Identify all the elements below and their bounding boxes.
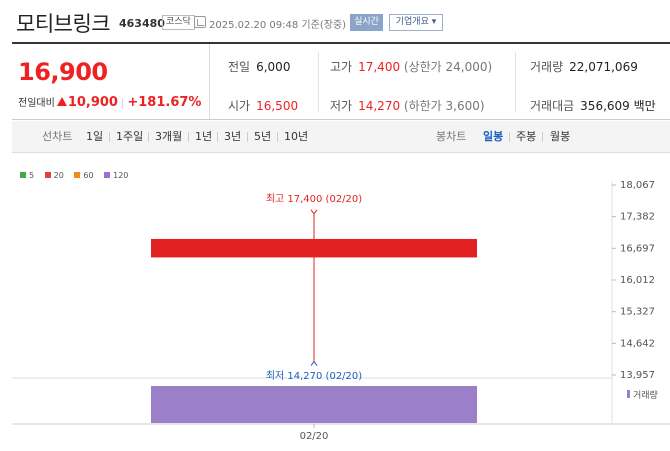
price-change: 전일대비 10,900 | +181.67% [18,95,202,110]
volume-legend-swatch [627,390,630,398]
y-tick-label: 16,697 [620,243,655,254]
stock-header: 모티브링크 463480 코스닥 2025.02.20 09:48 기준(장중)… [0,0,670,42]
chart-period-tabs: 선차트 1일 1주일 3개월 1년 3년 5년 10년 봉차트 일봉 주봉 월봉 [12,121,670,153]
open-cell: 시가 16,500 [228,97,298,114]
tab-10y[interactable]: 10년 [284,130,309,143]
market-badge: 코스닥 [162,15,195,30]
y-tick-label: 16,012 [620,275,655,286]
candle-chart-label: 봉차트 [436,130,467,143]
tab-5y[interactable]: 5년 [254,130,272,143]
tab-monthly[interactable]: 월봉 [550,130,571,143]
current-price: 16,900 [18,58,108,86]
y-tick-label: 18,067 [620,180,655,191]
prev-close-cell: 전일 6,000 [228,58,290,75]
low-arrow-icon [310,360,318,366]
change-label: 전일대비 [18,98,55,109]
high-annotation: 최고 17,400 (02/20) [266,193,362,205]
stock-code: 463480 [119,17,165,30]
low-value: 14,270 [358,99,401,113]
y-tick-label: 14,642 [620,338,655,349]
high-arrow-icon [310,209,318,215]
low-cell: 저가 14,270 (하한가 3,600) [330,97,485,114]
legend-ma60: 60 [74,171,94,180]
current-price-panel: 16,900 전일대비 10,900 | +181.67% [12,44,210,119]
tab-3y[interactable]: 3년 [224,130,242,143]
tab-3m[interactable]: 3개월 [155,130,183,143]
open-value: 16,500 [256,99,299,113]
line-chart-label: 선차트 [42,130,73,143]
tab-weekly[interactable]: 주봉 [516,130,537,143]
trade-value: 356,609 백만 [580,99,656,113]
high-value: 17,400 [358,60,401,74]
candle-body [151,238,477,258]
high-label: 고가 [330,60,353,74]
company-overview-button[interactable]: 기업개요 ▾ [389,14,443,31]
volume-cell: 거래량 22,071,069 [530,58,638,75]
tab-1d[interactable]: 1일 [86,130,104,143]
price-chart: 5 20 60 120 18,067 17,382 16,697 16,012 15,3… [12,153,670,451]
tab-1w[interactable]: 1주일 [116,130,144,143]
tab-daily[interactable]: 일봉 [483,130,504,143]
quote-datetime: 2025.02.20 09:48 기준(장중) [209,20,347,31]
low-label: 저가 [330,99,353,113]
volume-bar [151,386,477,423]
high-cell: 고가 17,400 (상한가 24,000) [330,58,492,75]
y-tick-label: 13,957 [620,370,655,381]
ma-legend: 5 20 60 120 [20,171,136,180]
trade-value-label: 거래대금 [530,99,575,113]
stock-name: 모티브링크 [16,12,111,36]
lower-limit: (하한가 3,600) [403,99,485,113]
open-label: 시가 [228,99,251,113]
y-tick-label: 15,327 [620,307,655,318]
change-percent: +181.67% [127,95,202,110]
prev-close-label: 전일 [228,60,251,74]
tab-1y[interactable]: 1년 [195,130,213,143]
prev-close-value: 6,000 [256,60,291,74]
upper-limit: (상한가 24,000) [403,60,493,74]
price-summary: 16,900 전일대비 10,900 | +181.67% 전일 6,000 고가 17,… [12,42,670,120]
legend-ma120: 120 [104,171,128,180]
candle-chart-svg: 18,067 17,382 16,697 16,012 15,327 14,642 13,9… [12,180,670,442]
trade-value-cell: 거래대금 356,609 백만 [530,97,656,114]
volume-label: 거래량 [530,60,564,74]
y-tick-label: 17,382 [620,212,655,223]
low-annotation: 최저 14,270 (02/20) [266,370,362,382]
change-value: 10,900 [67,95,118,110]
volume-legend-label: 거래량 [633,389,658,401]
up-triangle-icon [56,97,67,106]
legend-ma5: 5 [20,171,34,180]
volume-value: 22,071,069 [569,60,638,74]
x-tick-label: 02/20 [300,431,329,442]
realtime-button[interactable]: 실시간 [350,14,383,31]
clock-icon [194,16,206,28]
legend-ma20: 20 [44,171,64,180]
